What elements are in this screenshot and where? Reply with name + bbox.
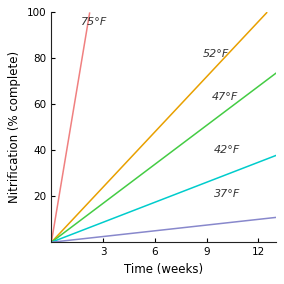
Text: 47°F: 47°F <box>212 92 238 103</box>
Text: 42°F: 42°F <box>214 145 240 155</box>
Y-axis label: Nitrification (% complete): Nitrification (% complete) <box>8 51 21 203</box>
Text: 75°F: 75°F <box>81 16 107 26</box>
X-axis label: Time (weeks): Time (weeks) <box>124 263 203 276</box>
Text: 37°F: 37°F <box>214 189 240 199</box>
Text: 52°F: 52°F <box>203 49 229 59</box>
